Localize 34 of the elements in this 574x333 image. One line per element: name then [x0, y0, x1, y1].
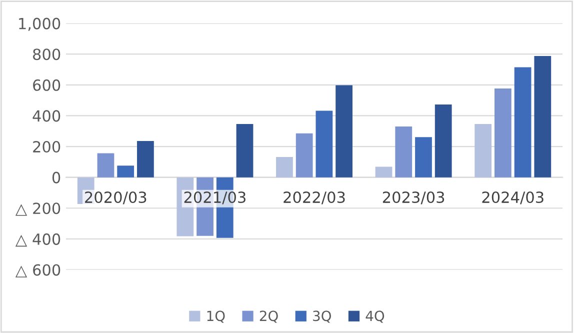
- bar: [236, 124, 254, 178]
- bar: [276, 156, 293, 178]
- bar: [395, 126, 412, 178]
- y-tick-label: 800: [33, 48, 60, 60]
- bar: [514, 67, 532, 178]
- legend-label: 3Q: [313, 310, 331, 323]
- x-tick-label: 2023/03: [382, 191, 444, 204]
- y-tick-label: 400: [32, 110, 60, 122]
- bar: [534, 56, 552, 178]
- legend-label: 2Q: [260, 310, 278, 323]
- y-tick-label: 600: [33, 79, 60, 91]
- bar: [137, 140, 154, 178]
- bar: [316, 110, 333, 178]
- bar: [117, 166, 134, 178]
- y-tick-label: 1,000: [19, 18, 60, 31]
- bar: [494, 88, 512, 178]
- legend-label: 4Q: [366, 310, 384, 323]
- x-tick-label: 2022/03: [284, 191, 345, 204]
- x-tick-label: 2021/03: [184, 191, 246, 204]
- y-tick-label: △ 600: [15, 264, 60, 278]
- bar: [474, 124, 492, 178]
- y-tick-label: 200: [33, 140, 60, 153]
- y-tick-label: △ 400: [15, 233, 60, 247]
- x-tick-label: 2024/03: [482, 191, 544, 204]
- bar: [434, 104, 452, 178]
- bar: [415, 137, 432, 178]
- bar: [97, 153, 114, 178]
- y-tick-label: △ 200: [15, 202, 60, 216]
- bar: [336, 85, 352, 178]
- bar: [375, 166, 392, 178]
- y-tick-label: 0: [52, 172, 60, 184]
- x-tick-label: 2020/03: [85, 191, 146, 204]
- bar: [296, 133, 313, 178]
- legend-label: 1Q: [207, 310, 225, 323]
